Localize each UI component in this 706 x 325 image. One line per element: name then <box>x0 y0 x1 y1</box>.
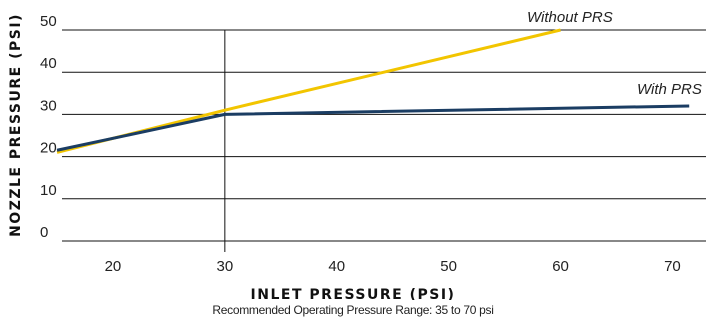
y-tick-label-30: 30 <box>40 97 57 114</box>
operating-range-note: Recommended Operating Pressure Range: 35… <box>212 303 494 317</box>
series-label-without-prs: Without PRS <box>527 9 613 26</box>
x-axis-title: INLET PRESSURE (PSI) <box>251 287 456 300</box>
y-axis-title: NOZZLE PRESSURE (PSI) <box>8 13 24 237</box>
series-line-with-prs <box>56 104 690 152</box>
x-tick-label-60: 60 <box>552 258 569 275</box>
x-tick-label-70: 70 <box>664 258 681 275</box>
x-tick-label-20: 20 <box>105 258 122 275</box>
series-label-with-prs: With PRS <box>637 81 702 98</box>
y-tick-labels: 0 10 20 30 40 50 <box>40 13 57 241</box>
y-tick-label-50: 50 <box>40 13 57 30</box>
x-tick-labels: 20 30 40 50 60 70 <box>105 258 681 275</box>
grid-lines <box>62 29 706 242</box>
x-tick-label-40: 40 <box>328 258 345 275</box>
series-lines <box>56 28 690 154</box>
y-tick-label-40: 40 <box>40 55 57 72</box>
x-tick-label-30: 30 <box>217 258 234 275</box>
x-tick-label-50: 50 <box>440 258 457 275</box>
y-tick-label-10: 10 <box>40 182 57 199</box>
line-chart: 0 10 20 30 40 50 20 30 40 50 60 70 Without PRS Wit… <box>8 9 706 300</box>
y-tick-label-20: 20 <box>40 140 57 157</box>
y-tick-label-0: 0 <box>40 224 48 241</box>
